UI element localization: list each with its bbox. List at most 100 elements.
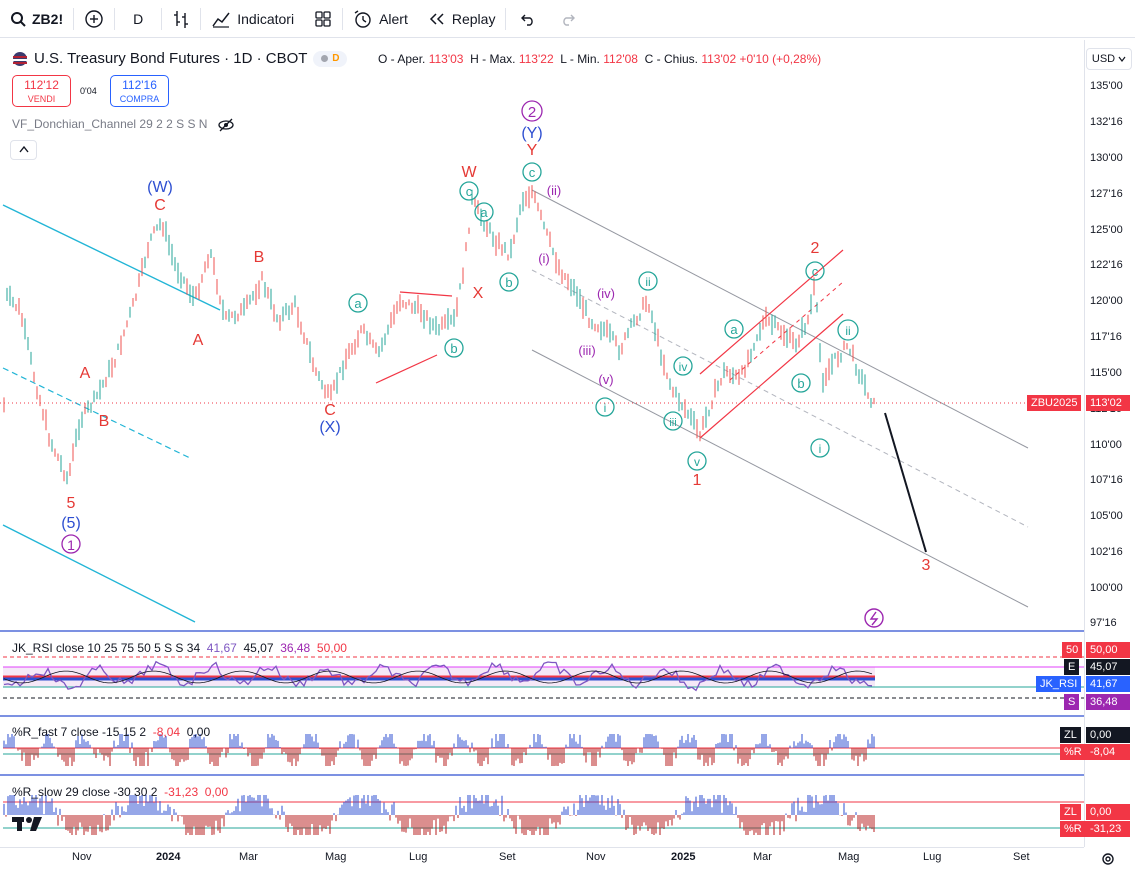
currency-button[interactable]: USD <box>1086 48 1132 70</box>
wr-fast-r-tag: %R <box>1060 744 1086 760</box>
time-tick: 2025 <box>671 851 696 863</box>
wave-label[interactable]: i <box>604 401 607 415</box>
wave-circle <box>673 356 693 376</box>
price-tick: 120'00 <box>1090 295 1123 307</box>
chart-type-button[interactable] <box>162 0 200 38</box>
rsi-50-tag: 50 <box>1062 642 1083 658</box>
settings-gear-icon[interactable] <box>1100 851 1116 867</box>
wave-label[interactable]: A <box>193 332 204 349</box>
wave-label[interactable]: (iv) <box>597 286 615 301</box>
plus-circle-icon <box>85 9 103 28</box>
wave-label[interactable]: i <box>819 442 822 456</box>
wr-slow-zl-tag: ZL <box>1060 804 1081 820</box>
wave-label[interactable]: c <box>812 264 819 279</box>
channel-line[interactable] <box>2 524 196 623</box>
wave-label[interactable]: (Y) <box>521 125 542 142</box>
wave-label[interactable]: W <box>461 164 477 181</box>
channel-line[interactable] <box>699 249 844 375</box>
interval-button[interactable]: D <box>115 0 161 38</box>
alert-button[interactable]: Alert <box>343 0 418 38</box>
tradingview-logo <box>12 817 42 831</box>
channel-midline[interactable] <box>531 269 1029 528</box>
time-tick: 2024 <box>156 851 181 863</box>
undo-button[interactable] <box>506 0 550 38</box>
wave-label[interactable]: (5) <box>61 515 81 532</box>
symbol-name: ZB2! <box>32 10 64 27</box>
wave-label[interactable]: (ii) <box>547 183 561 198</box>
symbol-search[interactable]: ZB2! <box>0 0 73 38</box>
sell-button[interactable]: 112'12 VENDI <box>12 75 71 107</box>
wave-label[interactable]: a <box>480 205 488 220</box>
price-bars <box>3 185 875 485</box>
time-axis[interactable] <box>0 847 1084 873</box>
replay-button[interactable]: Replay <box>418 0 506 38</box>
channel-line[interactable] <box>2 204 221 311</box>
time-tick: Mar <box>239 851 258 863</box>
redo-button[interactable] <box>550 0 586 38</box>
wave-label[interactable]: Y <box>527 142 538 159</box>
wave-label[interactable]: b <box>797 376 804 391</box>
wave-label[interactable]: v <box>694 455 700 469</box>
rsi-legend[interactable]: JK_RSI close 10 25 75 50 5 S S 34 41,67 … <box>12 641 347 655</box>
change-value: +0'10 (+0,28%) <box>739 52 822 66</box>
wave-label[interactable]: C <box>154 197 166 214</box>
price-tick: 135'00 <box>1090 80 1123 92</box>
lightning-icon[interactable] <box>864 608 884 628</box>
price-tick: 125'00 <box>1090 224 1123 236</box>
chart-legend[interactable]: U.S. Treasury Bond Futures · 1D · CBOT D <box>12 50 348 67</box>
wave-label[interactable]: ii <box>645 275 650 289</box>
top-toolbar: ZB2! D Indicatori Alert Replay <box>0 0 1135 38</box>
wave-label[interactable]: 1 <box>67 537 75 553</box>
wave-label[interactable]: A <box>80 365 91 382</box>
wave-label[interactable]: b <box>450 341 457 356</box>
wave-label[interactable]: B <box>99 413 110 430</box>
price-scale[interactable] <box>1084 40 1135 847</box>
projection-line[interactable] <box>884 412 927 553</box>
eye-hidden-icon[interactable] <box>217 118 235 132</box>
chart-canvas[interactable]: 5 (5) 1 (W) C A B A B C (X) a b W X c a … <box>0 0 1084 847</box>
wave-label[interactable]: C <box>324 402 336 419</box>
wave-label[interactable]: 1 <box>693 472 702 489</box>
chevron-down-icon <box>1118 56 1126 62</box>
wave-label[interactable]: (v) <box>598 372 613 387</box>
replay-label: Replay <box>451 10 496 27</box>
wr-slow-legend[interactable]: %R_slow 29 close -30 30 2 -31,23 0,00 <box>12 785 229 799</box>
wave-label[interactable]: (iii) <box>578 343 595 358</box>
wave-label[interactable]: ii <box>845 324 850 338</box>
wave-label[interactable]: (i) <box>538 251 550 266</box>
wave-label[interactable]: (W) <box>147 179 173 196</box>
trend-line[interactable] <box>375 354 438 384</box>
wave-label[interactable]: 2 <box>811 240 820 257</box>
indicators-button[interactable]: Indicatori <box>201 0 304 38</box>
data-status-badge[interactable]: D <box>313 50 348 67</box>
wave-label[interactable]: 2 <box>528 104 536 121</box>
channel-line[interactable] <box>699 313 844 439</box>
wave-label[interactable]: c <box>529 165 536 180</box>
wave-label[interactable]: b <box>505 275 512 290</box>
wave-circle <box>663 411 683 431</box>
wave-label[interactable]: 3 <box>922 557 931 574</box>
wave-label[interactable]: B <box>254 249 265 266</box>
wave-circle <box>724 319 744 339</box>
channel-line[interactable] <box>531 349 1029 608</box>
collapse-legend-button[interactable] <box>10 140 37 160</box>
channel-line[interactable] <box>531 189 1029 449</box>
templates-button[interactable] <box>304 0 342 38</box>
wave-label[interactable]: a <box>730 322 738 337</box>
channel-midline[interactable] <box>2 367 191 459</box>
wave-circle <box>459 181 479 201</box>
last-price-tag: 113'02 <box>1086 395 1130 411</box>
wave-label[interactable]: (X) <box>319 419 340 436</box>
wave-label[interactable]: X <box>473 285 484 302</box>
rewind-icon <box>429 12 444 25</box>
wave-label[interactable]: c <box>466 184 473 199</box>
trend-line[interactable] <box>399 291 453 297</box>
wave-label[interactable]: 5 <box>67 495 76 512</box>
wave-label[interactable]: a <box>354 296 362 311</box>
buy-button[interactable]: 112'16 COMPRA <box>110 75 169 107</box>
wave-label[interactable]: iii <box>669 417 676 429</box>
compare-button[interactable] <box>74 0 114 38</box>
overlay-indicator-legend[interactable]: VF_Donchian_Channel 29 2 2 S S N <box>12 117 235 132</box>
wave-label[interactable]: iv <box>679 360 688 374</box>
wr-fast-legend[interactable]: %R_fast 7 close -15 15 2 -8,04 0,00 <box>12 725 211 739</box>
